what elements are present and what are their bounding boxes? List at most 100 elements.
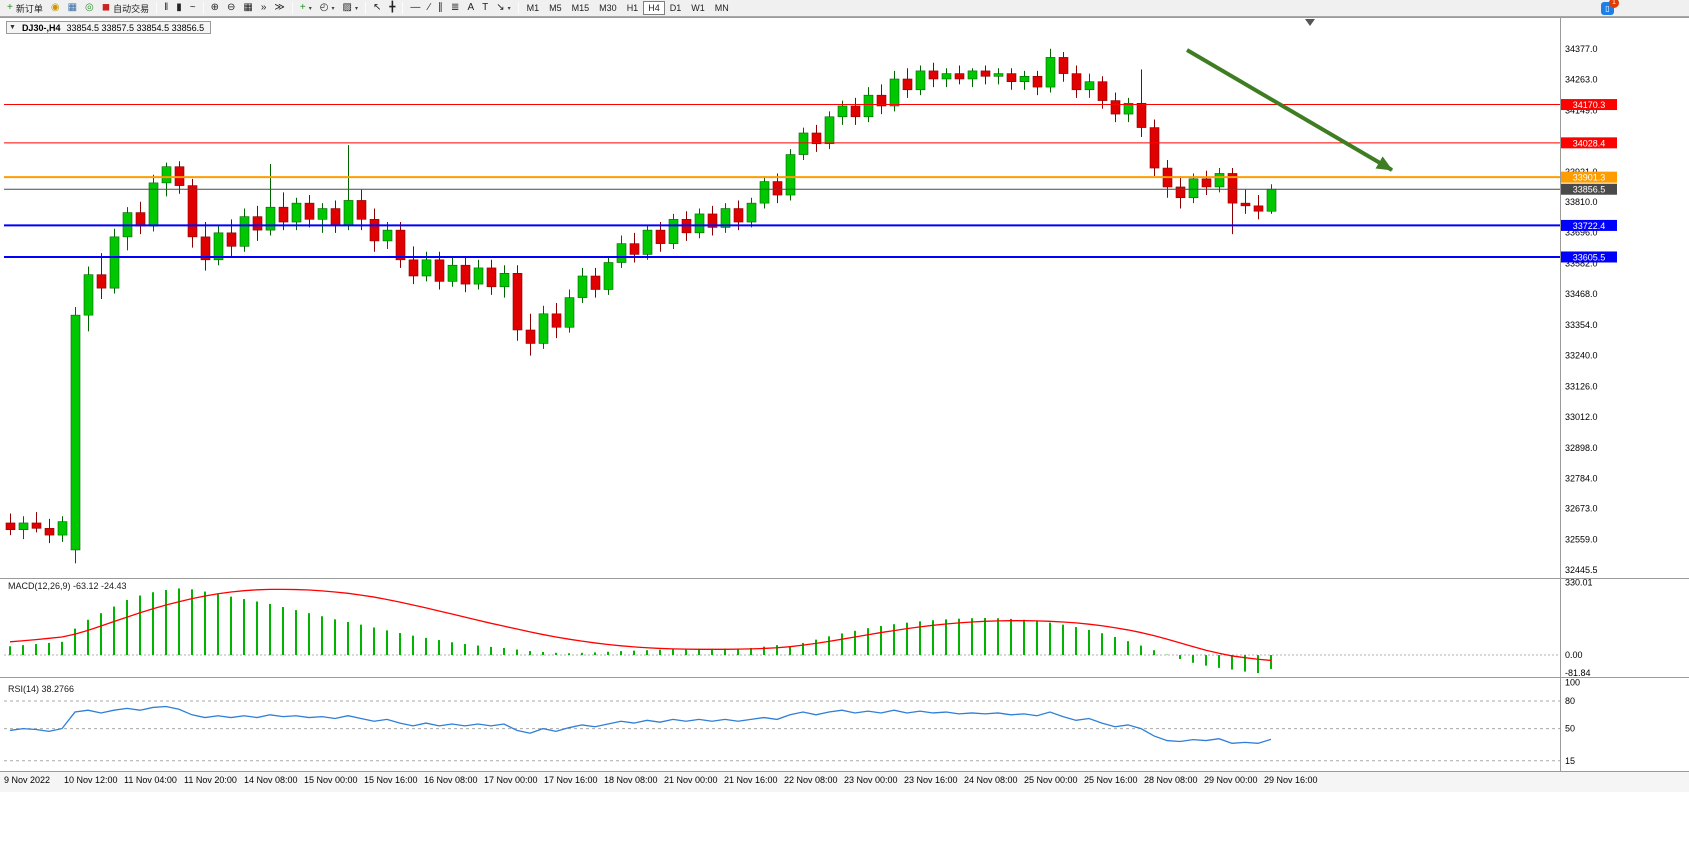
candle-body — [1227, 173, 1238, 204]
candle-body — [447, 264, 458, 282]
cursor-button[interactable]: ↖ — [369, 1, 385, 16]
candle-body — [317, 208, 328, 220]
fibonacci-button[interactable]: ≣ — [447, 1, 463, 16]
price-tick-label: 33696.0 — [1565, 228, 1598, 238]
candle-body — [1019, 75, 1030, 82]
candle-body — [109, 236, 120, 289]
timeframe-m15-button[interactable]: M15 — [571, 3, 590, 13]
candle-body — [837, 105, 848, 118]
auto-scroll-button[interactable]: » — [257, 1, 271, 16]
candle-body — [850, 105, 861, 118]
indicators-icon: + — [299, 2, 306, 13]
timeframe-h1-button[interactable]: H1 — [626, 3, 639, 13]
chart-ohlc: 33854.5 33857.5 33854.5 33856.5 — [66, 22, 205, 33]
candle-body — [408, 259, 419, 277]
macd-label: MACD(12,26,9) -63.12 -24.43 — [8, 581, 127, 591]
chart-menu-icon[interactable]: ▼ — [9, 24, 16, 31]
candle-body — [343, 200, 354, 226]
candle-body — [395, 229, 406, 261]
zoom-out-icon: ⊖ — [227, 2, 236, 13]
channel-icon: ∥ — [438, 2, 444, 13]
price-badge-label: 34028.4 — [1573, 138, 1606, 148]
candle-body — [1084, 81, 1095, 91]
rsi-axis-label: 15 — [1565, 756, 1575, 766]
chevron-down-icon: ▾ — [354, 5, 358, 12]
candle-body — [980, 70, 991, 77]
price-axis[interactable] — [1560, 18, 1689, 771]
sound-button[interactable]: ◉ — [47, 1, 64, 16]
candle-body — [720, 208, 731, 228]
chart-shift-marker[interactable] — [1305, 19, 1315, 26]
candle-body — [473, 267, 484, 285]
chart-title-bar: ▼ DJ30-,H4 33854.5 33857.5 33854.5 33856… — [6, 21, 212, 34]
price-tick-label: 33012.0 — [1565, 412, 1598, 422]
horizontal-line-button[interactable]: — — [406, 1, 424, 16]
candle-body — [1045, 57, 1056, 88]
candle-body — [1123, 102, 1134, 115]
timeframe-h4-button[interactable]: H4 — [643, 1, 665, 15]
candle-body — [642, 229, 653, 255]
channel-button[interactable]: ∥ — [434, 1, 447, 16]
bar-chart-button[interactable]: ‖ — [160, 1, 172, 16]
time-tick-label: 17 Nov 16:00 — [544, 775, 598, 785]
candle-body — [694, 213, 705, 234]
candle-body — [798, 132, 809, 155]
candle-body — [590, 275, 601, 290]
price-tick-label: 33810.0 — [1565, 197, 1598, 207]
crosshair-button[interactable]: ╋ — [385, 1, 399, 16]
time-tick-label: 11 Nov 04:00 — [124, 775, 177, 785]
zoom-out-button[interactable]: ⊖ — [223, 1, 239, 16]
candle-body — [1149, 127, 1160, 169]
toolbar-right-cluster: ▯ 1 — [1601, 0, 1686, 15]
timeframe-m30-button[interactable]: M30 — [599, 3, 617, 13]
price-badge — [1561, 251, 1617, 263]
candle-body — [1266, 188, 1277, 212]
candle-body — [967, 70, 978, 80]
zoom-in-button[interactable]: ⊕ — [207, 1, 223, 16]
timeframe-mn-button[interactable]: MN — [714, 3, 729, 13]
candle-body — [993, 73, 1004, 77]
timeframe-d1-button[interactable]: D1 — [669, 3, 682, 13]
price-tick-label: 33126.0 — [1565, 381, 1598, 391]
time-tick-label: 18 Nov 08:00 — [604, 775, 658, 785]
line-chart-button[interactable]: ~ — [186, 1, 200, 16]
candle-body — [1071, 73, 1082, 91]
new-order-button[interactable]: + 新订单 — [3, 1, 47, 16]
templates-button[interactable]: ▨ ▾ — [338, 1, 361, 16]
macd-axis-label: 330.01 — [1565, 577, 1593, 587]
candle-body — [1110, 100, 1121, 115]
toolbar: + 新订单 ◉ ▦ ◎ ◼ 自动交易 ‖ ▮ ~ ⊕ ⊖ ▦» ≫ + ▾ ◴ ▾ ▨ ▾ ↖ ╋ — ∕ ∥ ≣ A T ↘ ▾ M1 M5… — [0, 0, 1689, 17]
charts-window-button[interactable]: ▦ — [64, 1, 81, 16]
price-badge-label: 33856.5 — [1573, 185, 1606, 195]
price-tick-label: 33582.0 — [1565, 258, 1598, 268]
timeframe-w1-button[interactable]: W1 — [691, 3, 705, 13]
candle-body — [954, 73, 965, 80]
candle-body — [239, 216, 250, 247]
candle-body — [213, 232, 224, 261]
trendline-button[interactable]: ∕ — [424, 1, 434, 16]
periods-button[interactable]: ◴ ▾ — [316, 1, 339, 16]
text-button[interactable]: A — [463, 1, 478, 16]
candle-body — [616, 243, 627, 263]
candle-body — [278, 206, 289, 223]
tile-windows-button[interactable]: ▦ — [239, 1, 256, 16]
toolbar-separator — [291, 2, 293, 14]
time-axis[interactable] — [0, 772, 1689, 792]
indicators-button[interactable]: + ▾ — [296, 1, 316, 16]
metaeditor-button[interactable]: ◎ — [81, 1, 98, 16]
autotrading-button[interactable]: ◼ 自动交易 — [98, 1, 153, 16]
chart-shift-button[interactable]: ≫ — [270, 1, 288, 16]
candlestick-chart-button[interactable]: ▮ — [172, 1, 186, 16]
candle-body — [577, 275, 588, 298]
time-tick-label: 25 Nov 16:00 — [1084, 775, 1138, 785]
candle-body — [356, 200, 367, 220]
candle-body — [603, 262, 614, 290]
timeframe-m5-button[interactable]: M5 — [549, 3, 562, 13]
text-label-button[interactable]: T — [478, 1, 492, 16]
shapes-button[interactable]: ↘ ▾ — [492, 1, 514, 16]
timeframe-m1-button[interactable]: M1 — [526, 3, 540, 13]
mobile-app-icon[interactable]: ▯ 1 — [1601, 0, 1619, 15]
trend-arrow[interactable] — [1185, 48, 1394, 172]
time-tick-label: 10 Nov 12:00 — [64, 775, 118, 785]
